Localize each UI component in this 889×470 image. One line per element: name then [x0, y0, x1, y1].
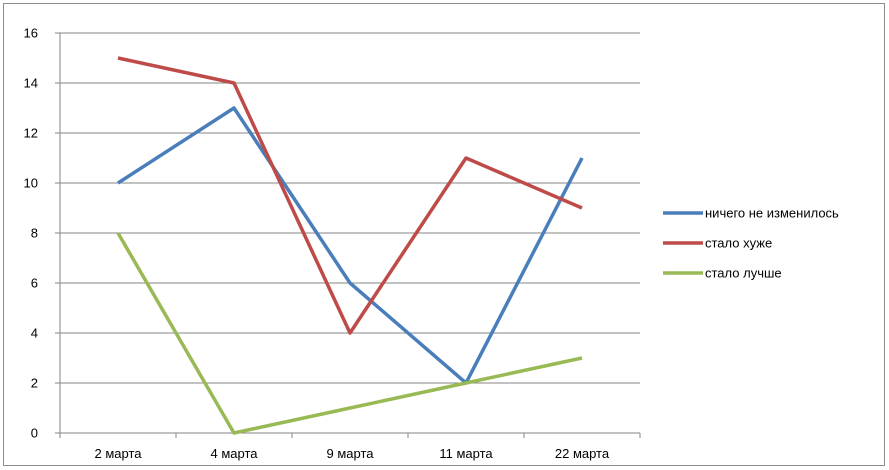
y-tick-label: 16: [24, 26, 38, 41]
y-tick-label: 0: [31, 426, 38, 441]
y-tick-label: 2: [31, 376, 38, 391]
legend-label: стало хуже: [705, 236, 772, 251]
legend-label: ничего не изменилось: [705, 206, 839, 221]
y-tick-label: 14: [24, 76, 38, 91]
series-line-2: [117, 56, 583, 335]
y-tick-label: 10: [24, 176, 38, 191]
y-tick-label: 6: [31, 276, 38, 291]
x-tick-label: 22 марта: [555, 446, 610, 461]
y-tick-label: 12: [24, 126, 38, 141]
x-tick-label: 9 марта: [327, 446, 375, 461]
x-tick-label: 4 марта: [211, 446, 259, 461]
x-tick-label: 2 марта: [95, 446, 143, 461]
y-tick-label: 8: [31, 226, 38, 241]
y-tick-label: 4: [31, 326, 38, 341]
series-line-1: [117, 106, 584, 385]
legend-label: стало лучше: [705, 266, 782, 281]
x-tick-label: 11 марта: [439, 446, 493, 461]
series-line-3: [116, 232, 583, 435]
